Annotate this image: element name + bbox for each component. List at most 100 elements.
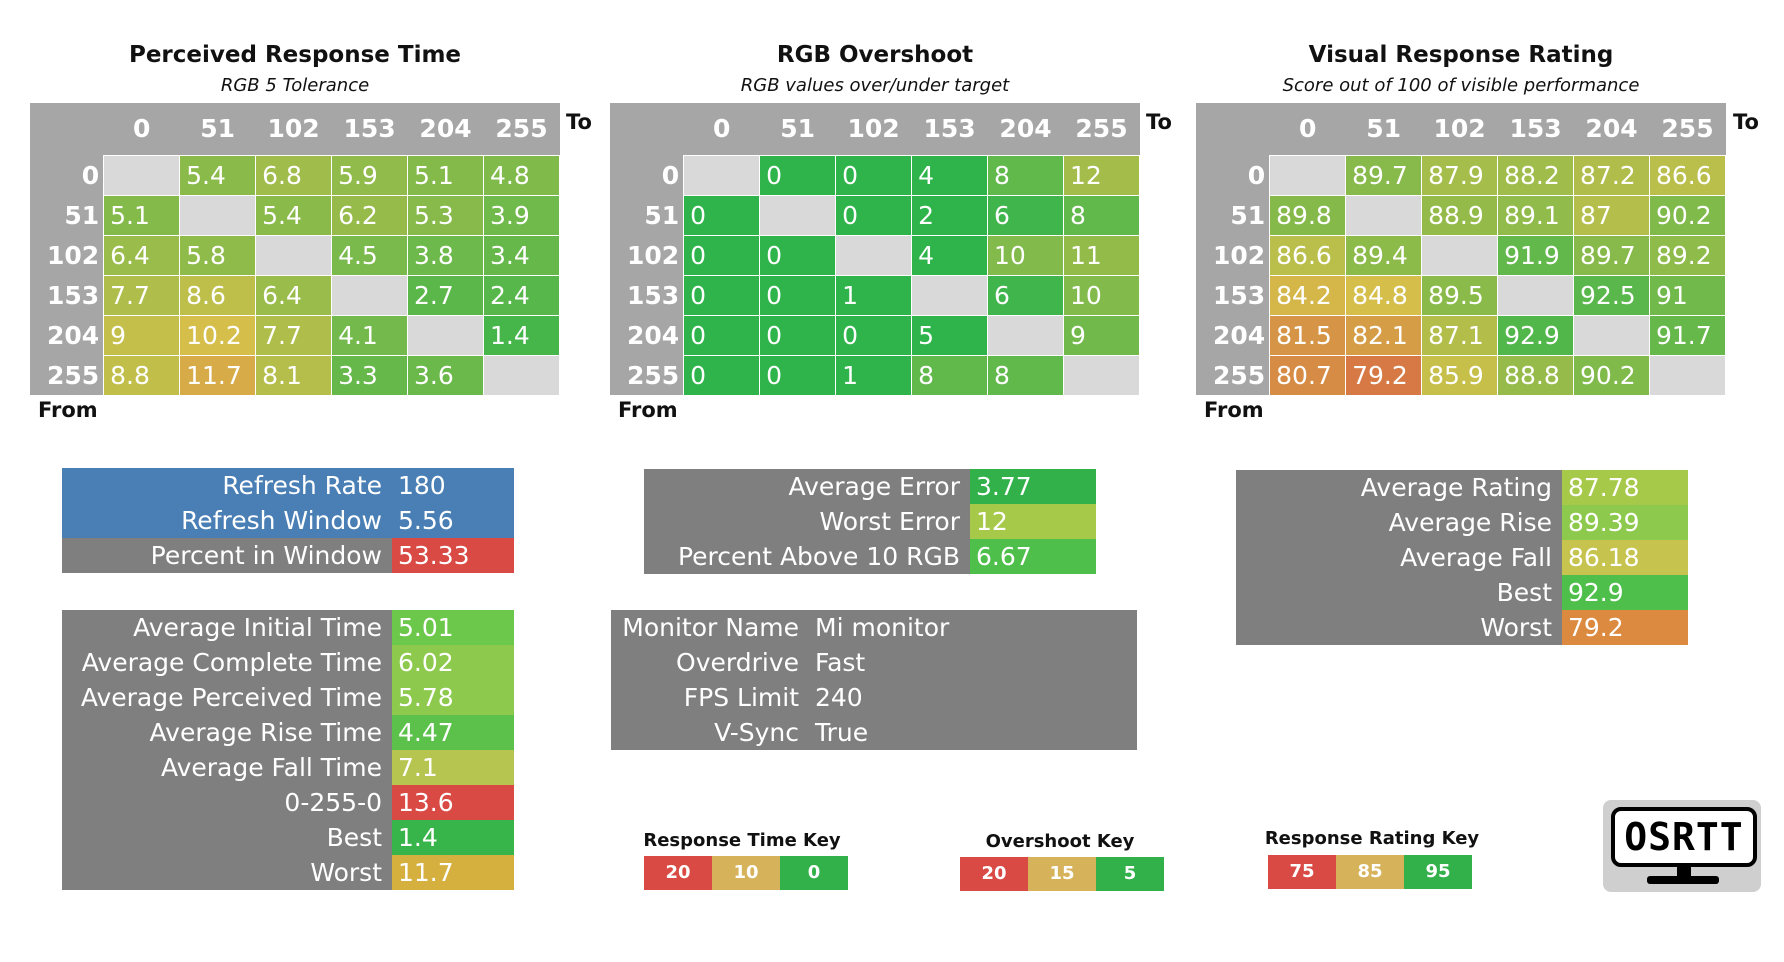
heatmap-cell: 89.7 [1345,154,1423,196]
to-label: To [566,110,592,134]
heatmap-diagonal-cell [1497,274,1575,316]
heatmap-cell: 87.1 [1421,314,1499,356]
stat-row: Worst 11.7 [62,855,514,890]
heatmap-col-header: 0 [1269,103,1346,155]
heatmap-row-header: 255 [1196,355,1270,395]
heatmap-row: 255 80.7 79.2 85.9 88.8 90.2 [1196,354,1726,396]
stat-row: FPS Limit 240 [611,680,1137,715]
key-swatch: 95 [1404,855,1472,889]
to-label: To [1146,110,1172,134]
heatmap-diagonal-cell [179,194,257,236]
stat-row: 0-255-0 13.6 [62,785,514,820]
heatmap-cell: 0 [683,314,761,356]
heatmap-cell: 8 [1063,194,1140,236]
stat-label: Refresh Rate [62,468,392,503]
stat-value: 92.9 [1562,575,1688,610]
heatmap-cell: 4.1 [331,314,409,356]
heatmap-cell: 90.2 [1573,354,1650,396]
heatmap-cell: 0 [835,154,913,196]
heatmap-cell: 6 [987,274,1064,316]
heatmap-cell: 10 [1063,274,1140,316]
stat-label: Worst [62,855,392,890]
heatmap-diagonal-cell [331,274,409,316]
stat-row: Average Rise 89.39 [1236,505,1688,540]
stat-value: 53.33 [392,538,514,573]
heatmap-col-header: 255 [1649,103,1726,155]
key-swatch: 75 [1268,855,1336,889]
heatmap-diagonal-cell [683,154,761,196]
from-label: From [618,398,678,422]
heatmap-row-header: 153 [610,275,684,315]
heatmap-cell: 0 [683,194,761,236]
stat-row: Worst Error 12 [644,504,1096,539]
heatmap-cell: 5.9 [331,154,409,196]
key-swatch: 0 [780,856,848,890]
heatmap-diagonal-cell [483,354,560,396]
stat-label: FPS Limit [611,680,809,715]
heatmap-cell: 84.8 [1345,274,1423,316]
heatmap-cell: 2 [911,194,989,236]
heatmap-cell: 88.8 [1497,354,1575,396]
heatmap-cell: 81.5 [1269,314,1347,356]
heatmap-cell: 6.8 [255,154,333,196]
heatmap-cell: 90.2 [1649,194,1726,236]
heatmap-cell: 0 [759,274,837,316]
overshoot-stats-table: Average Error 3.77 Worst Error 12 Percent Ab… [644,469,1096,574]
heatmap-row-header: 0 [30,155,104,195]
heatmap-cell: 3.9 [483,194,560,236]
stat-label: Percent Above 10 RGB [644,539,970,574]
stat-value: 13.6 [392,785,514,820]
stat-value: 5.78 [392,680,514,715]
heatmap-row: 0 5.4 6.8 5.9 5.1 4.8 [30,154,560,196]
heatmap-row: 102 6.4 5.8 4.5 3.8 3.4 [30,234,560,276]
from-label: From [38,398,98,422]
heatmap-cell: 86.6 [1269,234,1347,276]
heatmap-cell: 89.2 [1649,234,1726,276]
from-label: From [1204,398,1264,422]
heatmap-col-header: 255 [1063,103,1140,155]
heatmap-cell: 87.2 [1573,154,1650,196]
heatmap-cell: 9 [103,314,181,356]
heatmap-cell: 8.8 [103,354,181,396]
heatmap-row-header: 153 [30,275,104,315]
heatmap-col-header: 204 [987,103,1064,155]
heatmap-row: 102 0 0 4 10 11 [610,234,1140,276]
stat-value: 87.78 [1562,470,1688,505]
stat-row: Average Fall 86.18 [1236,540,1688,575]
heatmap-diagonal-cell [835,234,913,276]
monitor-screen-icon: OSRTT [1611,807,1757,867]
overshoot-key: 20 15 5 [960,857,1164,891]
heatmap-row-header: 0 [1196,155,1270,195]
heatmap-diagonal-cell [1063,354,1140,396]
heatmap-cell: 4.8 [483,154,560,196]
heatmap-corner [30,103,104,155]
stat-value: Mi monitor [809,610,1137,645]
heatmap-cell: 5.3 [407,194,484,236]
heatmap-cell: 5.1 [407,154,484,196]
heatmap-cell: 91.7 [1649,314,1726,356]
heatmap-col-header: 255 [483,103,560,155]
heatmap-cell: 85.9 [1421,354,1499,396]
heatmap-cell: 4 [911,154,989,196]
stat-row: Average Perceived Time 5.78 [62,680,514,715]
heatmap-cell: 89.7 [1573,234,1650,276]
heatmap-cell: 6.2 [331,194,409,236]
heatmap-cell: 0 [683,274,761,316]
heatmap-cell: 89.8 [1269,194,1347,236]
heatmap-diagonal-cell [407,314,484,356]
heatmap-cell: 5 [911,314,989,356]
response-time-key-title: Response Time Key [643,830,841,851]
heatmap-diagonal-cell [1649,354,1726,396]
heatmap-row: 0 89.7 87.9 88.2 87.2 86.6 [1196,154,1726,196]
heatmap-row-header: 204 [610,315,684,355]
heatmap-cell: 8.1 [255,354,333,396]
heatmap-cell: 3.8 [407,234,484,276]
heatmap-row: 204 81.5 82.1 87.1 92.9 91.7 [1196,314,1726,356]
stat-label: Best [62,820,392,855]
heatmap-cell: 87 [1573,194,1650,236]
refresh-stats-table: Refresh Rate 180 Refresh Window 5.56 Percent… [62,468,514,573]
heatmap-row: 153 84.2 84.8 89.5 92.5 91 [1196,274,1726,316]
heatmap-cell: 3.3 [331,354,409,396]
heatmap-col-header: 153 [331,103,408,155]
heatmap-row-header: 51 [610,195,684,235]
